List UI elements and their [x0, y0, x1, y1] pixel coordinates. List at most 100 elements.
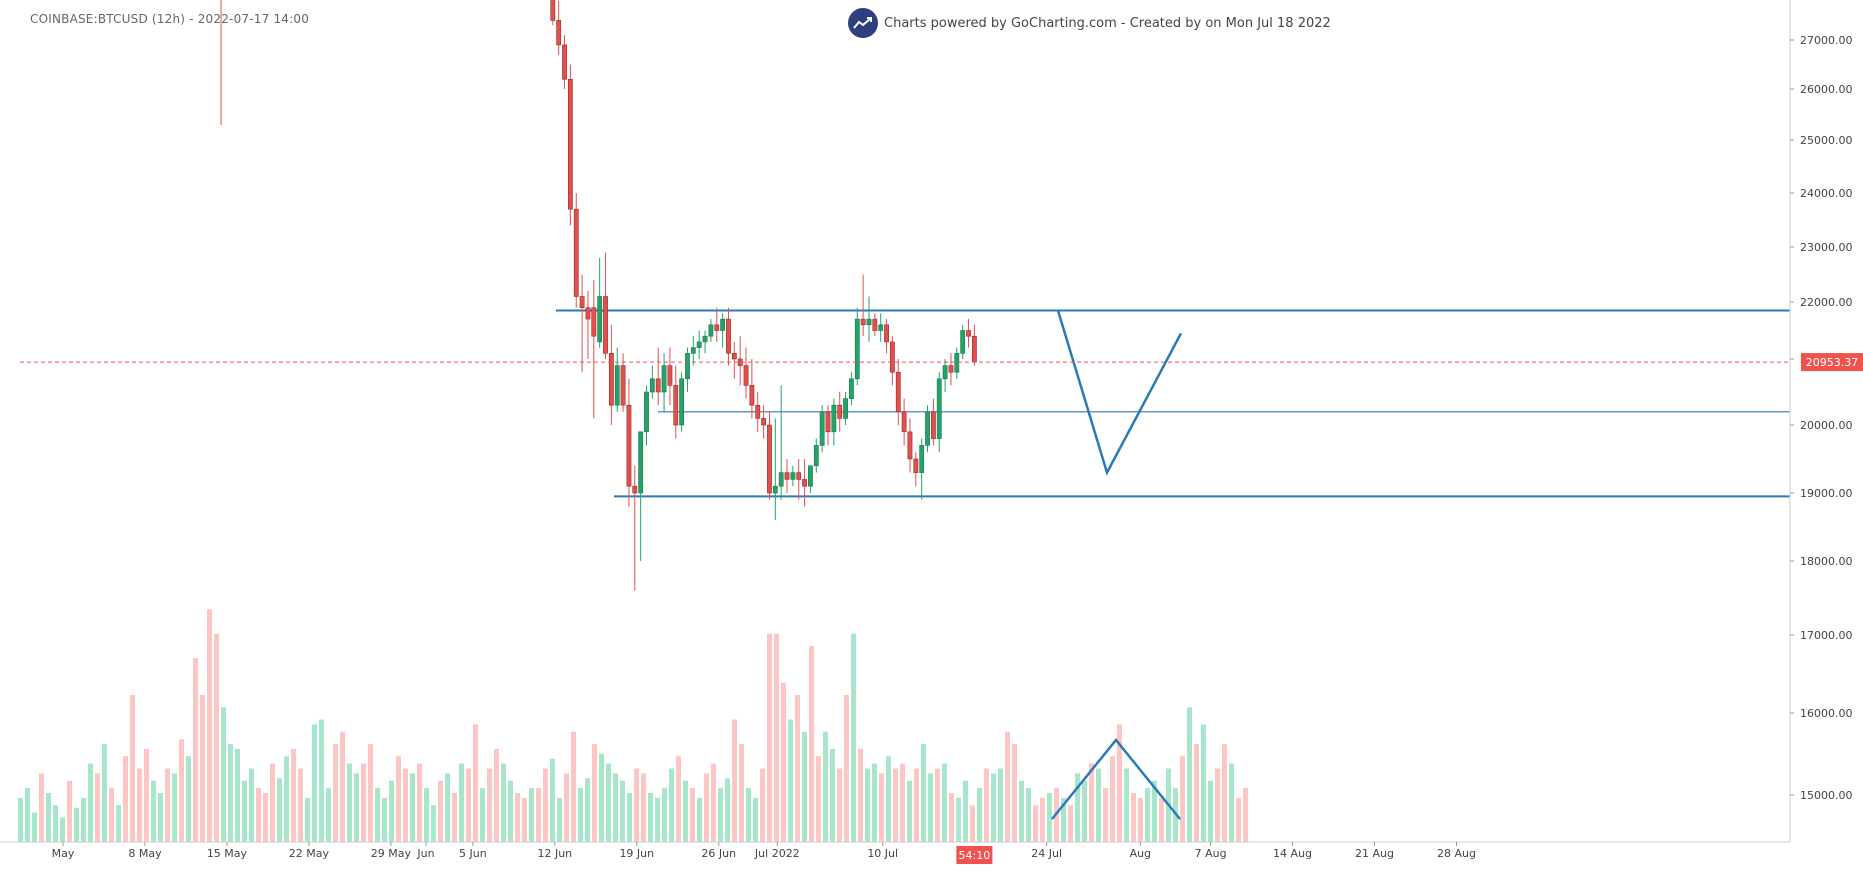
volume-bar	[102, 744, 107, 842]
volume-bar	[718, 788, 723, 842]
volume-bars	[18, 609, 1248, 842]
volume-bar	[375, 788, 380, 842]
volume-bar	[382, 797, 387, 842]
ticker-label: COINBASE:BTCUSD (12h) - 2022-07-17 14:00	[30, 12, 310, 26]
countdown-label: 54:10	[959, 849, 991, 862]
volume-bar	[410, 773, 415, 842]
volume-bar	[550, 758, 555, 842]
candle-body	[767, 424, 772, 494]
volume-bar	[1089, 763, 1094, 842]
volume-bar	[1061, 797, 1066, 842]
candle-body	[860, 318, 866, 326]
volume-bar	[326, 788, 331, 842]
volume-bar	[711, 763, 716, 842]
volume-bar	[557, 797, 562, 842]
volume-bar	[690, 788, 695, 842]
volume-bar	[865, 768, 870, 842]
volume-bar	[81, 797, 86, 842]
volume-bar	[536, 788, 541, 842]
volume-bar	[606, 763, 611, 842]
last-price-label: 20953.37	[1806, 356, 1859, 369]
volume-bar	[683, 780, 688, 842]
x-tick-label: 7 Aug	[1195, 847, 1227, 860]
trendline-drawings[interactable]	[556, 309, 1790, 820]
volume-bar	[165, 768, 170, 842]
volume-bar	[144, 748, 149, 842]
volume-bar	[578, 788, 583, 842]
y-tick-label: 17000.00	[1800, 629, 1853, 642]
volume-bar	[1110, 756, 1115, 842]
volume-bar	[235, 748, 240, 842]
volume-bar	[137, 768, 142, 842]
volume-bar	[956, 797, 961, 842]
volume-bar	[1068, 805, 1073, 842]
candle-body	[638, 431, 644, 494]
candle-body	[778, 472, 784, 487]
candle-body	[573, 208, 579, 297]
volume-bar	[1019, 780, 1024, 842]
x-tick-label: 5 Jun	[459, 847, 487, 860]
volume-bar	[753, 797, 758, 842]
volume-bar	[18, 797, 23, 842]
gocharting-logo-icon	[848, 8, 878, 38]
volume-bar	[1026, 788, 1031, 842]
candle-body	[685, 352, 690, 380]
candle-body	[890, 341, 895, 373]
volume-bar	[641, 773, 646, 842]
x-tick-label: 29 May	[371, 847, 412, 860]
candle-body	[825, 411, 831, 433]
volume-bar	[886, 756, 891, 842]
x-tick-label: 10 Jul	[867, 847, 898, 860]
candle-body	[755, 404, 761, 419]
volume-bar	[249, 768, 254, 842]
volume-bar	[1075, 773, 1080, 842]
volume-bar	[340, 731, 345, 842]
x-tick-label: 24 Jul	[1031, 847, 1062, 860]
candle-body	[960, 330, 966, 354]
candle-body	[802, 479, 807, 487]
volume-bar	[1187, 707, 1192, 842]
candle-body	[837, 404, 843, 419]
volume-bar	[130, 695, 135, 842]
volume-bar	[473, 724, 478, 842]
volume-bar	[1012, 744, 1017, 842]
volume-bar	[760, 768, 765, 842]
y-tick-label: 23000.00	[1800, 241, 1853, 254]
x-tick-label: 21 Aug	[1355, 847, 1394, 860]
volume-bar	[1138, 797, 1143, 842]
volume-bar	[186, 756, 191, 842]
volume-bar	[830, 748, 835, 842]
volume-bar	[1243, 788, 1248, 842]
volume-bar	[95, 773, 100, 842]
y-tick-label: 25000.00	[1800, 134, 1853, 147]
volume-bar	[543, 768, 548, 842]
candlesticks	[220, 0, 977, 591]
volume-bar	[648, 793, 653, 842]
candle-body	[585, 307, 591, 320]
volume-bar	[613, 773, 618, 842]
y-tick-label: 19000.00	[1800, 487, 1853, 500]
y-tick-label: 20000.00	[1800, 419, 1853, 432]
x-tick-label: May	[52, 847, 75, 860]
volume-bar	[1124, 768, 1129, 842]
candle-body	[796, 472, 802, 480]
volume-bar	[914, 768, 919, 842]
candle-body	[661, 365, 667, 393]
volume-bar	[403, 768, 408, 842]
volume-bar	[1033, 805, 1038, 842]
credit-banner: Charts powered by GoCharting.com - Creat…	[848, 8, 1331, 38]
volume-bar	[179, 739, 184, 842]
volume-bar	[1103, 788, 1108, 842]
volume-bar	[991, 773, 996, 842]
candle-body	[884, 324, 889, 343]
x-tick-label: 22 May	[289, 847, 330, 860]
y-tick-label: 18000.00	[1800, 555, 1853, 568]
volume-bar	[1159, 797, 1164, 842]
x-tick-label: 12 Jun	[537, 847, 572, 860]
volume-bar	[725, 778, 730, 842]
volume-bar	[949, 793, 954, 842]
x-tick-label: 19 Jun	[619, 847, 654, 860]
volume-bar	[1040, 797, 1045, 842]
